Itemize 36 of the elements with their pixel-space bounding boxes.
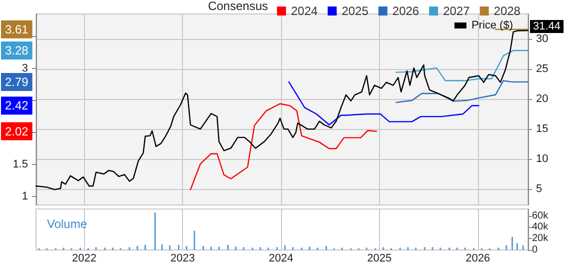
- line-series: [396, 80, 529, 104]
- y2-tick-label: 10: [536, 153, 548, 166]
- text: 2.02: [5, 124, 29, 138]
- text: 3.28: [5, 44, 29, 58]
- y-tick-label: 1.5: [12, 158, 28, 171]
- legend-label: Price ($): [471, 20, 513, 32]
- y2-tick-label: 5: [536, 183, 542, 195]
- x-tick-label: 2025: [367, 252, 392, 264]
- x-tick-label: 2022: [72, 252, 96, 264]
- y2-tick-label: 20: [536, 93, 548, 106]
- y-tick-label: 20k: [532, 233, 550, 244]
- text: Volume: [47, 217, 88, 231]
- x-tick-label: 2026: [466, 252, 490, 264]
- legend-label: 2024: [291, 4, 318, 18]
- line-series: [288, 81, 480, 126]
- x-tick-label: 2023: [170, 252, 195, 264]
- legend-label: 2025: [342, 4, 369, 18]
- legend-label: 2026: [392, 4, 420, 18]
- legend-label: 2028: [494, 4, 521, 18]
- y-tick-label: 0: [532, 244, 538, 256]
- data-label: 31.44: [533, 20, 561, 33]
- y-tick-label: 40k: [532, 222, 550, 233]
- y2-tick-label: 25: [536, 63, 548, 76]
- line-series: [396, 50, 529, 82]
- y-tick-label: 60k: [532, 210, 550, 222]
- y-tick-label: 1: [22, 190, 28, 203]
- legend-title: Consensus: [208, 0, 268, 13]
- line-series: [190, 103, 378, 190]
- text: 2.42: [5, 98, 29, 113]
- text: 3.61: [5, 22, 29, 36]
- legend-label: 2027: [443, 4, 470, 18]
- text: 2.79: [5, 74, 29, 89]
- y2-tick-label: 30: [536, 33, 548, 46]
- y2-tick-label: 15: [536, 123, 548, 136]
- y-tick-label: 3: [22, 62, 28, 74]
- x-tick-label: 2024: [268, 252, 294, 264]
